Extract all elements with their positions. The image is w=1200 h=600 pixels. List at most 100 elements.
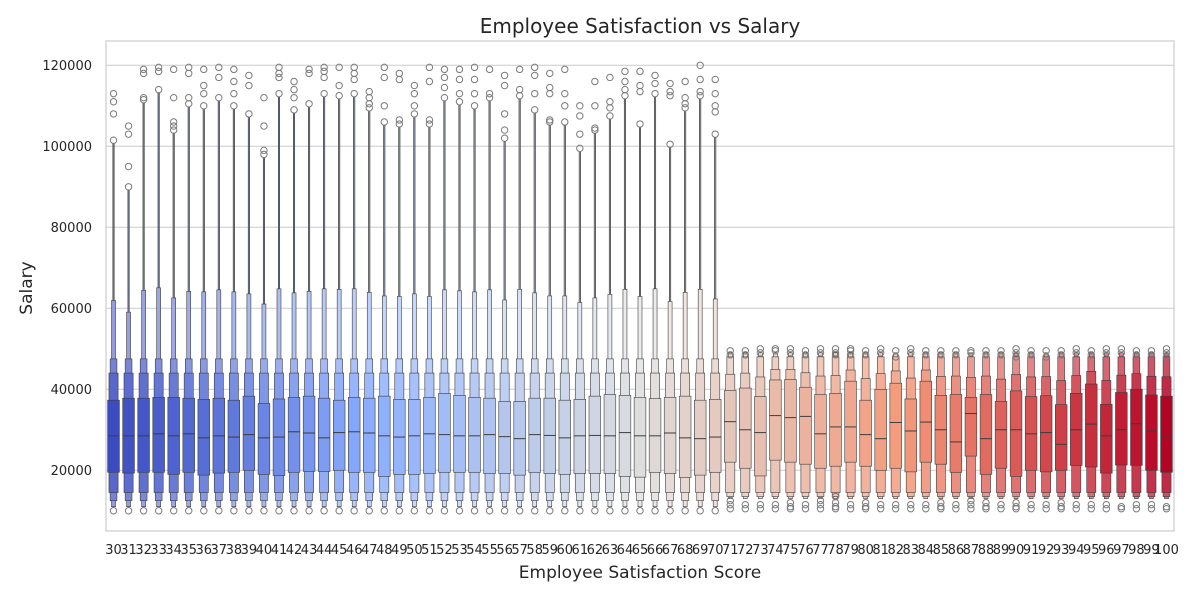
box-group	[874, 345, 887, 513]
box-group	[1160, 345, 1173, 513]
outlier-point	[771, 345, 780, 353]
outlier-point	[200, 89, 208, 98]
x-tick-label: 62	[587, 543, 604, 558]
outlier-point	[245, 110, 253, 118]
x-tick-label: 84	[918, 543, 935, 558]
outlier-point	[726, 351, 734, 359]
outlier-point	[546, 507, 554, 515]
outlier-point	[952, 505, 960, 513]
outlier-point	[109, 89, 118, 98]
x-tick-label: 39	[241, 543, 258, 558]
outlier-point	[1012, 503, 1020, 511]
outlier-point	[576, 130, 584, 138]
outlier-point	[666, 87, 674, 96]
outlier-point	[515, 65, 524, 74]
x-tick-label: 96	[1098, 543, 1115, 558]
outlier-point	[982, 351, 990, 359]
outlier-point	[997, 505, 1005, 513]
outlier-point	[230, 507, 238, 515]
x-tick-label: 65	[632, 543, 649, 558]
box-group	[393, 69, 406, 515]
box-group	[1055, 347, 1068, 513]
outlier-point	[952, 500, 960, 509]
outlier-point	[816, 349, 825, 357]
outlier-point	[741, 505, 749, 513]
box-iqr	[724, 390, 737, 463]
x-tick-labels: 3031323334353637383940414243444546474849…	[105, 543, 1179, 558]
box-group	[964, 347, 978, 513]
outlier-point	[485, 507, 494, 515]
outlier-point	[169, 65, 178, 74]
box-iqr	[558, 399, 571, 475]
outlier-point	[576, 144, 584, 153]
outlier-point	[1162, 349, 1171, 357]
x-tick-label: 51	[421, 543, 438, 558]
outlier-point	[997, 500, 1005, 509]
outlier-point	[124, 507, 133, 515]
outlier-point	[621, 91, 629, 100]
outlier-point	[200, 81, 208, 90]
outlier-point	[741, 351, 749, 359]
box-group	[513, 65, 526, 515]
outlier-point	[651, 71, 659, 80]
x-tick-label: 44	[316, 543, 333, 558]
outlier-point	[1087, 505, 1095, 513]
outlier-point	[275, 69, 283, 78]
box-group	[694, 61, 707, 515]
outlier-point	[846, 347, 855, 355]
outlier-point	[907, 505, 915, 513]
box-group	[287, 77, 301, 515]
outlier-point	[1162, 353, 1171, 361]
outlier-point	[967, 347, 975, 355]
outlier-point	[1057, 351, 1065, 359]
x-tick-label: 61	[572, 543, 589, 558]
outlier-point	[546, 118, 554, 126]
outlier-point	[215, 93, 223, 102]
outlier-point	[245, 71, 253, 80]
outlier-point	[440, 93, 449, 102]
box-group	[1039, 347, 1053, 513]
outlier-point	[335, 81, 343, 90]
outlier-point	[591, 124, 599, 132]
box-group	[378, 63, 391, 515]
outlier-point	[320, 507, 328, 515]
outlier-point	[169, 507, 178, 515]
outlier-point	[846, 505, 855, 513]
x-tick-label: 38	[226, 543, 243, 558]
outlier-point	[1072, 345, 1080, 353]
outlier-point	[816, 345, 825, 353]
box-iqr	[363, 397, 376, 473]
box-iqr	[468, 397, 481, 473]
box-iqr	[618, 395, 632, 477]
x-tick-label: 76	[797, 543, 814, 558]
outlier-point	[696, 91, 704, 100]
box-iqr	[694, 399, 707, 476]
outlier-point	[260, 507, 268, 515]
outlier-point	[531, 89, 539, 98]
outlier-point	[726, 496, 734, 505]
outlier-point	[876, 349, 885, 357]
outlier-point	[756, 345, 765, 353]
box-group	[648, 71, 662, 515]
outlier-point	[1147, 347, 1156, 355]
outlier-point	[937, 347, 945, 355]
box-group	[859, 347, 872, 513]
outlier-point	[275, 73, 283, 82]
outlier-point	[1042, 505, 1050, 513]
outlier-point	[290, 93, 298, 102]
box-group	[438, 65, 451, 515]
outlier-point	[786, 503, 795, 511]
box-iqr	[949, 394, 963, 473]
box-iqr	[829, 393, 842, 467]
x-tick-label: 50	[406, 543, 423, 558]
outlier-point	[109, 110, 118, 118]
outlier-point	[576, 112, 584, 120]
outlier-point	[1162, 505, 1171, 513]
x-tick-label: 81	[872, 543, 889, 558]
outlier-point	[425, 507, 434, 515]
outlier-point	[470, 507, 479, 515]
outlier-point	[109, 507, 118, 515]
box-group	[468, 63, 481, 515]
box-iqr	[152, 397, 165, 473]
x-tick-label: 59	[541, 543, 558, 558]
